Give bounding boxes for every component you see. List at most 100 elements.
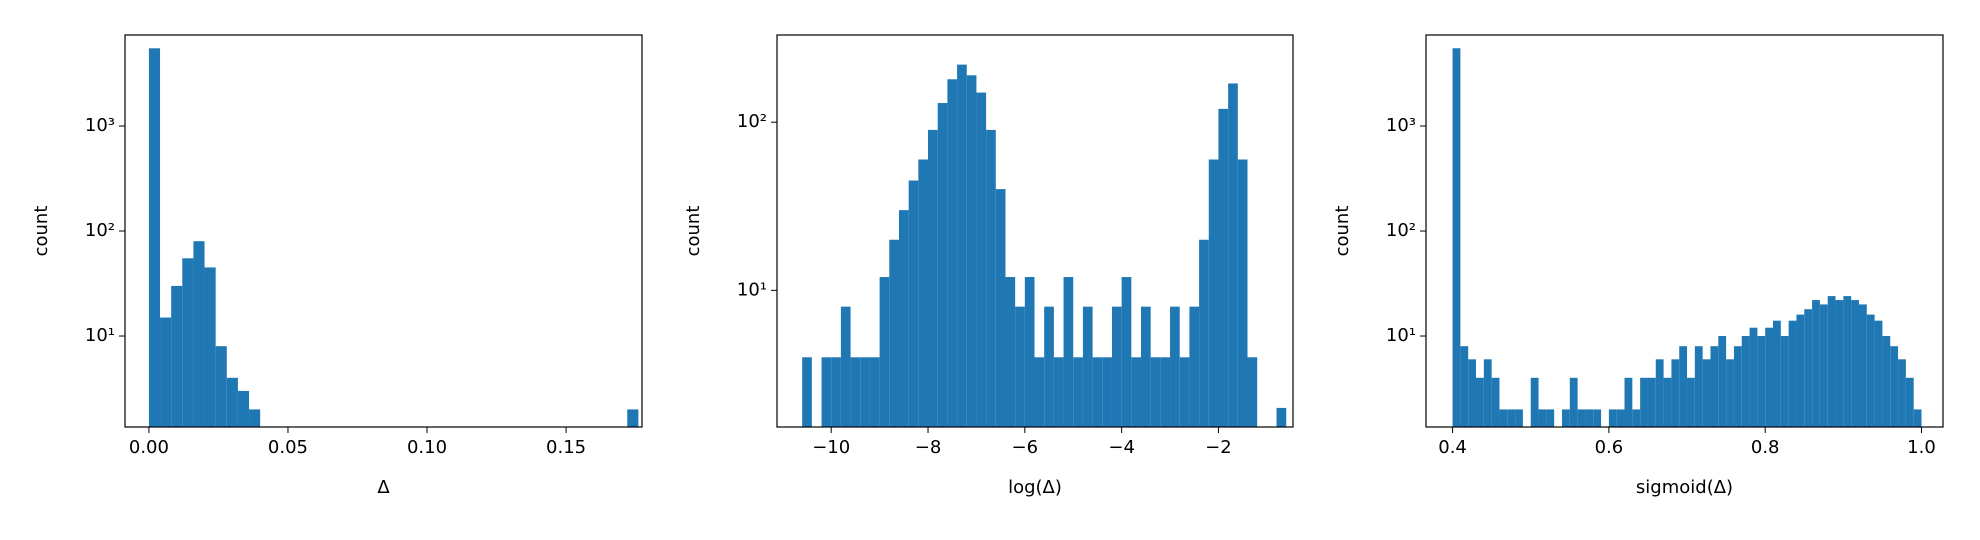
bar	[1835, 300, 1844, 427]
bar	[1726, 359, 1734, 427]
y-axis-label: count	[31, 206, 52, 257]
bar	[1757, 336, 1766, 427]
y-axis-label: count	[1332, 206, 1353, 257]
bar	[1150, 357, 1161, 427]
bar	[1005, 277, 1016, 427]
bar	[918, 159, 929, 427]
x-tick-label: 0.8	[1751, 437, 1780, 458]
bar	[1694, 346, 1703, 427]
axes-frame	[776, 34, 1294, 428]
bar	[986, 129, 996, 427]
bar	[1199, 239, 1209, 427]
bar	[947, 79, 958, 428]
bar	[1538, 409, 1547, 427]
bar	[1034, 357, 1045, 427]
bar	[249, 409, 261, 427]
y-tick-label: 10¹	[1386, 325, 1416, 346]
x-tick-label: −2	[1205, 437, 1232, 458]
bar	[1483, 359, 1492, 427]
bar	[1913, 409, 1922, 427]
y-tick-label: 10²	[1386, 220, 1416, 241]
y-tick-label: 10²	[85, 220, 115, 241]
bar	[1874, 320, 1883, 427]
y-tick-label: 10²	[737, 111, 767, 132]
bar	[1773, 320, 1781, 427]
bar	[1170, 306, 1180, 427]
bar	[1507, 409, 1516, 427]
bar	[1515, 409, 1523, 427]
y-tick-label: 10¹	[737, 279, 767, 300]
bar	[1616, 409, 1625, 427]
bar	[1718, 336, 1727, 427]
bar	[1640, 377, 1648, 427]
bar	[995, 189, 1006, 427]
x-tick-label: 0.4	[1438, 437, 1467, 458]
bar	[1053, 357, 1064, 427]
bar	[957, 64, 967, 427]
bar	[1476, 377, 1484, 427]
bar	[966, 75, 977, 427]
bar	[860, 357, 870, 427]
bar	[171, 285, 183, 427]
bar	[802, 357, 812, 427]
x-tick-label: 0.15	[546, 437, 586, 458]
bar	[1247, 357, 1258, 427]
bar	[1647, 377, 1656, 427]
bar	[908, 180, 919, 427]
bar	[1702, 359, 1711, 427]
bar	[1024, 277, 1035, 427]
bar	[1843, 296, 1852, 427]
bar	[1632, 409, 1641, 427]
bar	[1141, 306, 1151, 427]
bar	[1866, 314, 1875, 427]
bar	[160, 317, 172, 427]
bar	[1015, 306, 1025, 427]
bar	[879, 277, 890, 427]
bar	[1452, 48, 1461, 428]
bar	[1890, 346, 1899, 427]
bar	[1663, 377, 1672, 427]
bar	[1102, 357, 1112, 427]
bar	[928, 129, 938, 427]
bar	[1063, 277, 1074, 427]
bar	[1749, 327, 1758, 427]
bar	[1082, 306, 1093, 427]
bar	[1218, 108, 1229, 427]
bar	[1160, 357, 1171, 427]
bar	[1608, 409, 1617, 427]
bar	[898, 210, 909, 427]
bar	[1788, 320, 1797, 427]
bar	[226, 377, 238, 427]
bar	[1499, 409, 1508, 427]
bar	[937, 103, 948, 427]
bar	[1593, 409, 1602, 427]
bar	[1655, 359, 1664, 427]
x-tick-label: 0.6	[1595, 437, 1624, 458]
bar	[1710, 346, 1719, 427]
bar	[1561, 409, 1570, 427]
bar	[627, 409, 639, 427]
bar	[869, 357, 880, 427]
bar	[1092, 357, 1103, 427]
bar	[1131, 357, 1142, 427]
x-tick-label: 0.05	[268, 437, 308, 458]
bar	[1898, 359, 1906, 427]
bar	[889, 239, 899, 427]
bar	[1179, 357, 1190, 427]
bar	[976, 92, 987, 427]
bar	[1624, 377, 1633, 427]
bar	[1741, 336, 1750, 427]
bar	[831, 357, 841, 427]
bar	[193, 241, 205, 427]
x-tick-label: 1.0	[1907, 437, 1936, 458]
x-tick-label: −6	[1012, 437, 1039, 458]
bar	[1189, 306, 1200, 427]
bar	[237, 390, 250, 427]
bar	[1679, 346, 1688, 427]
x-tick-label: 0.00	[129, 437, 169, 458]
y-axis-label: count	[683, 206, 704, 257]
bar	[1530, 377, 1539, 427]
bar	[821, 357, 832, 427]
x-tick-label: −4	[1108, 437, 1135, 458]
